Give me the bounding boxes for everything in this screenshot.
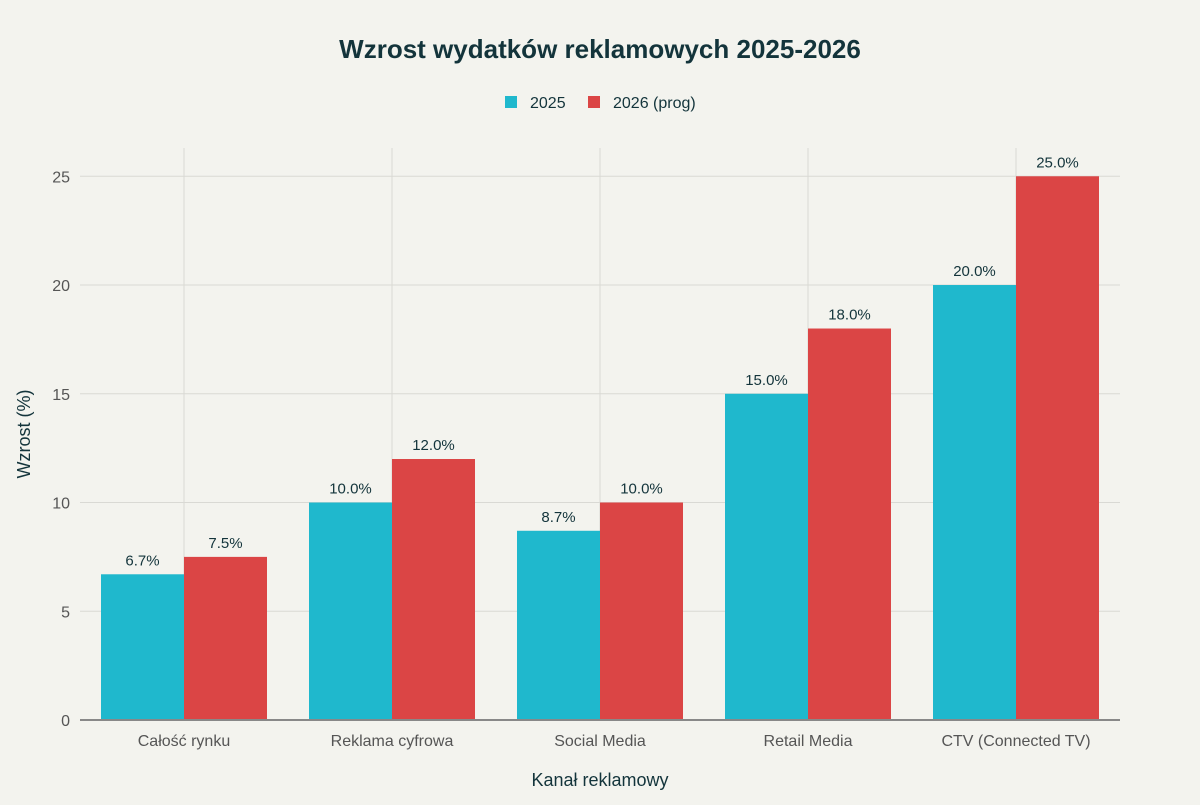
data-label: 10.0% bbox=[620, 481, 663, 498]
data-label: 25.0% bbox=[1036, 154, 1079, 171]
data-label: 12.0% bbox=[412, 437, 455, 454]
bar-2025-2 bbox=[517, 530, 600, 720]
x-axis-label: Kanał reklamowy bbox=[531, 770, 668, 790]
y-tick-label: 0 bbox=[61, 713, 70, 730]
data-label: 7.5% bbox=[208, 535, 242, 552]
data-label: 15.0% bbox=[745, 372, 788, 389]
x-tick-label: Social Media bbox=[554, 733, 646, 750]
y-tick-label: 20 bbox=[52, 278, 70, 295]
y-axis-label: Wzrost (%) bbox=[14, 390, 34, 479]
y-tick-label: 25 bbox=[52, 169, 70, 186]
data-label: 6.7% bbox=[125, 552, 159, 569]
data-label: 8.7% bbox=[541, 509, 575, 526]
data-label: 20.0% bbox=[953, 263, 996, 280]
legend-label[interactable]: 2026 (prog) bbox=[613, 95, 696, 112]
data-label: 10.0% bbox=[329, 481, 372, 498]
legend-label[interactable]: 2025 bbox=[530, 95, 566, 112]
x-tick-label: Reklama cyfrowa bbox=[331, 733, 454, 750]
legend: 2025 2026 (prog) bbox=[505, 95, 696, 112]
chart-title: Wzrost wydatków reklamowych 2025-2026 bbox=[339, 34, 861, 64]
legend-swatch bbox=[588, 96, 600, 108]
bar-2026-prog--1 bbox=[392, 459, 475, 720]
bar-2025-3 bbox=[725, 393, 808, 720]
bar-2026-prog--0 bbox=[184, 556, 267, 720]
y-tick-label: 15 bbox=[52, 387, 70, 404]
bar-2026-prog--3 bbox=[808, 328, 891, 720]
y-tick-label: 10 bbox=[52, 496, 70, 513]
x-tick-label: CTV (Connected TV) bbox=[941, 733, 1090, 750]
bars: 6.7% 10.0% 8.7% 15.0% 20.0% 7.5% 12.0% 10.0% 18.… bbox=[101, 154, 1099, 721]
x-tick-label: Całość rynku bbox=[138, 733, 230, 750]
legend-swatch bbox=[505, 96, 517, 108]
x-tick-label: Retail Media bbox=[764, 733, 853, 750]
bar-2026-prog--2 bbox=[600, 502, 683, 720]
bar-2026-prog--4 bbox=[1016, 176, 1099, 721]
bar-2025-1 bbox=[309, 502, 392, 720]
y-tick-label: 5 bbox=[61, 604, 70, 621]
data-label: 18.0% bbox=[828, 307, 871, 324]
bar-2025-0 bbox=[101, 574, 184, 720]
bar-2025-4 bbox=[933, 285, 1016, 720]
axes: 0 5 10 15 20 25 Całość rynku Reklama cyfrowa Soc… bbox=[52, 169, 1120, 750]
